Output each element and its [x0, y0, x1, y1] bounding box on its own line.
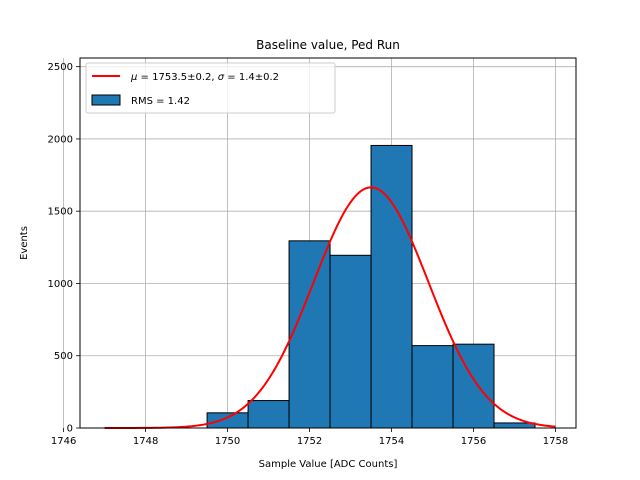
y-tick-label: 1000: [48, 279, 73, 290]
histogram-bar: [247, 400, 290, 429]
y-tick-label: 2000: [48, 134, 73, 145]
x-tick-label: 1756: [461, 436, 486, 447]
legend-fit-label: μ = 1753.5±0.2, σ = 1.4±0.2: [130, 72, 279, 83]
histogram-bar: [411, 345, 454, 429]
histogram-bar: [493, 422, 536, 429]
x-tick-label: 1746: [51, 436, 76, 447]
histogram-bar: [288, 240, 331, 429]
fit-curve-group: [104, 186, 556, 429]
legend-box: [85, 62, 336, 114]
x-tick-label: 1752: [297, 436, 322, 447]
legend-hist-label: RMS = 1.42: [131, 96, 190, 107]
y-axis-ticks: 0 500 1000 1500 2000 2500: [48, 62, 80, 435]
x-tick-label: 1758: [543, 436, 568, 447]
plot-frame: [79, 57, 577, 429]
legend-hist-swatch: [91, 94, 121, 106]
histogram-bar: [329, 254, 372, 429]
y-tick-label: 1500: [48, 207, 73, 218]
histogram-bar: [370, 144, 413, 429]
y-tick-label: 2500: [48, 62, 73, 73]
x-tick-label: 1754: [379, 436, 404, 447]
histogram-bar: [206, 412, 249, 429]
x-tick-label: 1748: [133, 436, 158, 447]
x-tick-label: 1750: [215, 436, 240, 447]
x-axis-ticks: 1746 1748 1750 1752 1754 1756 1758: [51, 428, 568, 447]
chart-title: Baseline value, Ped Run: [256, 38, 400, 52]
histogram-bar: [452, 343, 495, 429]
fit-curve: [104, 186, 556, 429]
histogram-bars: [206, 144, 536, 429]
y-axis-label: Events: [19, 226, 30, 260]
x-axis-label: Sample Value [ADC Counts]: [259, 459, 398, 470]
y-tick-label: 500: [54, 351, 73, 362]
y-tick-label: 0: [67, 424, 73, 435]
legend: μ = 1753.5±0.2, σ = 1.4±0.2 RMS = 1.42: [85, 62, 336, 114]
